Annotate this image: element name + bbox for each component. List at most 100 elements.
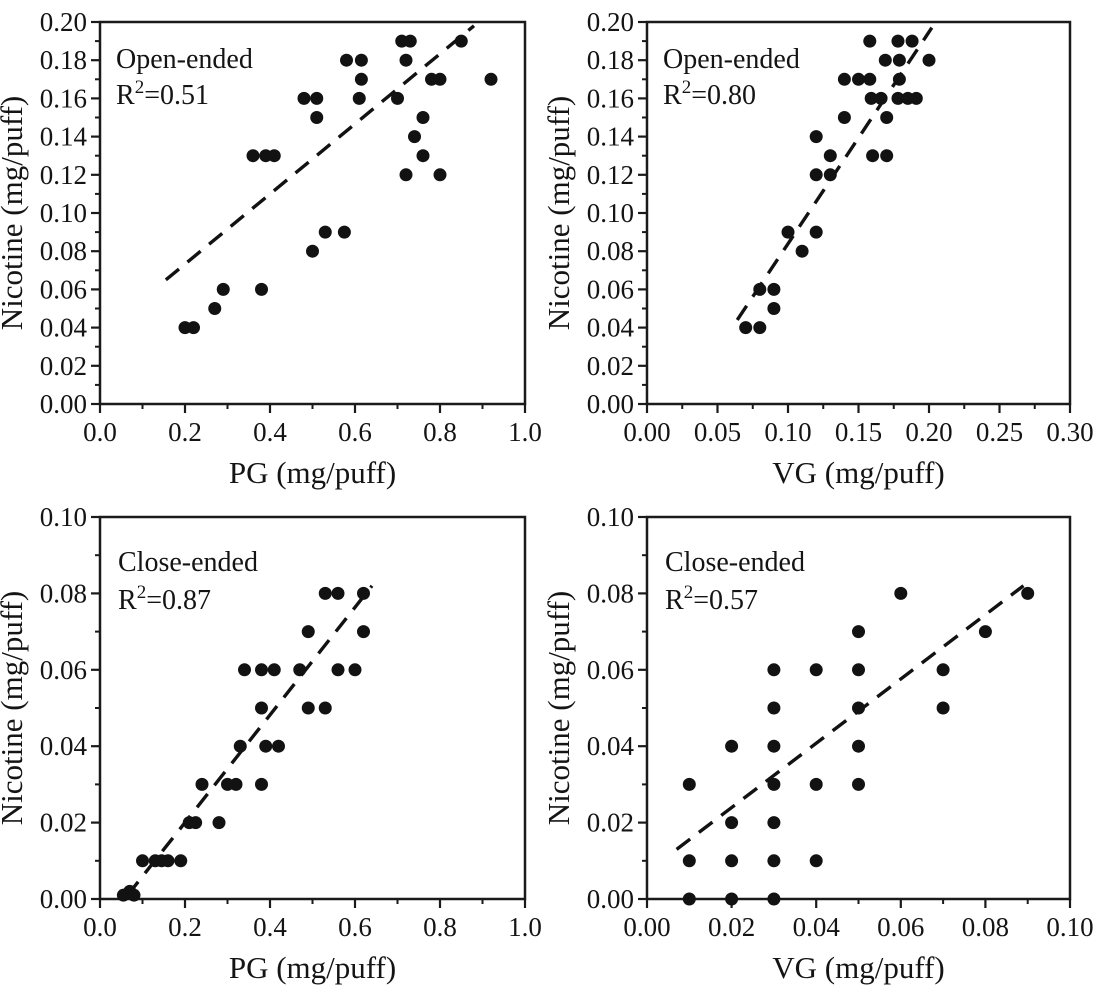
data-point	[978, 625, 992, 639]
data-point	[725, 892, 739, 906]
data-point	[936, 701, 950, 715]
x-tick-label: 0.2	[168, 912, 202, 942]
x-tick-label: 0.15	[835, 417, 882, 447]
data-point	[682, 777, 696, 791]
data-point	[348, 663, 362, 677]
data-point	[354, 53, 368, 67]
data-point	[433, 72, 447, 86]
x-tick-label: 0.04	[793, 912, 841, 942]
data-point	[852, 777, 865, 791]
data-point	[189, 816, 203, 830]
y-tick-label: 0.18	[40, 45, 87, 75]
data-point	[484, 72, 498, 86]
data-point	[408, 130, 421, 144]
y-tick-label: 0.18	[587, 45, 634, 75]
data-point	[391, 91, 404, 105]
data-point	[809, 225, 823, 239]
data-point	[259, 739, 273, 753]
data-point	[310, 91, 324, 105]
data-point	[725, 739, 739, 753]
trendline	[164, 24, 476, 282]
data-point	[208, 302, 222, 315]
data-point	[233, 739, 247, 753]
y-tick-label: 0.10	[587, 198, 634, 228]
data-point	[767, 663, 781, 677]
y-tick-label: 0.04	[587, 731, 635, 761]
data-point	[878, 53, 892, 67]
data-point	[357, 625, 370, 639]
y-tick-label: 0.10	[40, 198, 87, 228]
data-point	[863, 34, 877, 48]
data-point	[909, 91, 923, 105]
data-point	[905, 34, 919, 48]
x-tick-label: 0.8	[423, 912, 457, 942]
data-point	[357, 586, 370, 600]
data-point	[852, 701, 865, 715]
x-tick-label: 1.0	[508, 912, 542, 942]
data-point	[809, 777, 823, 791]
x-tick-label: 0.20	[905, 417, 952, 447]
data-point	[306, 244, 319, 258]
y-tick-label: 0.14	[40, 122, 88, 152]
x-tick-label: 0.6	[338, 417, 372, 447]
data-point	[127, 888, 141, 902]
y-tick-label: 0.00	[587, 884, 634, 914]
data-point	[891, 34, 905, 48]
data-point	[922, 53, 936, 67]
x-tick-label: 0.10	[1046, 912, 1093, 942]
data-point	[212, 816, 226, 830]
x-axis-title: PG (mg/puff)	[229, 950, 396, 985]
data-point	[767, 302, 781, 315]
r-squared-label: R2=0.57	[665, 582, 758, 616]
y-tick-label: 0.10	[587, 502, 634, 532]
data-point	[433, 168, 447, 182]
x-tick-label: 0.8	[423, 417, 457, 447]
data-point	[301, 701, 315, 715]
x-tick-label: 1.0	[508, 417, 542, 447]
r-squared-label: R2=0.80	[663, 77, 756, 111]
device-type-label: Open-ended	[663, 44, 800, 75]
y-tick-label: 0.02	[587, 808, 634, 838]
x-axis-title: PG (mg/puff)	[229, 455, 396, 490]
y-tick-label: 0.00	[40, 884, 87, 914]
x-tick-label: 0.0	[83, 912, 117, 942]
data-point	[852, 625, 865, 639]
y-tick-label: 0.14	[587, 122, 635, 152]
x-tick-label: 0.2	[168, 417, 202, 447]
data-point	[454, 34, 468, 48]
y-tick-label: 0.16	[40, 83, 87, 113]
data-point	[310, 111, 324, 124]
data-point	[174, 854, 188, 868]
data-point	[837, 111, 851, 124]
data-point	[767, 816, 781, 830]
data-point	[682, 892, 696, 906]
data-point	[753, 321, 767, 335]
y-axis-title: Nicotine (mg/puff)	[0, 591, 29, 825]
y-tick-label: 0.10	[40, 502, 87, 532]
data-point	[767, 739, 781, 753]
data-point	[399, 53, 413, 67]
data-point	[767, 701, 781, 715]
y-tick-label: 0.20	[40, 7, 87, 37]
y-tick-label: 0.02	[40, 808, 87, 838]
x-tick-label: 0.4	[253, 417, 287, 447]
data-point	[753, 282, 767, 296]
x-tick-label: 0.05	[694, 417, 741, 447]
data-point	[864, 91, 878, 105]
data-point	[795, 244, 809, 258]
data-point	[891, 91, 905, 105]
data-point	[318, 586, 332, 600]
data-point	[416, 149, 430, 163]
x-tick-label: 0.02	[708, 912, 755, 942]
data-point	[187, 321, 200, 335]
data-point	[331, 586, 345, 600]
y-axis-title: Nicotine (mg/puff)	[541, 591, 576, 825]
panel-close-pg: 0.0 0.2 0.4 0.6 0.8 1.0 0.00 0.02 0.04 0.06 0.08 0.…	[0, 502, 542, 985]
data-point	[399, 168, 413, 182]
data-point	[354, 72, 368, 86]
y-axis-title: Nicotine (mg/puff)	[541, 96, 576, 330]
data-point	[318, 701, 332, 715]
y-tick-label: 0.16	[587, 83, 634, 113]
